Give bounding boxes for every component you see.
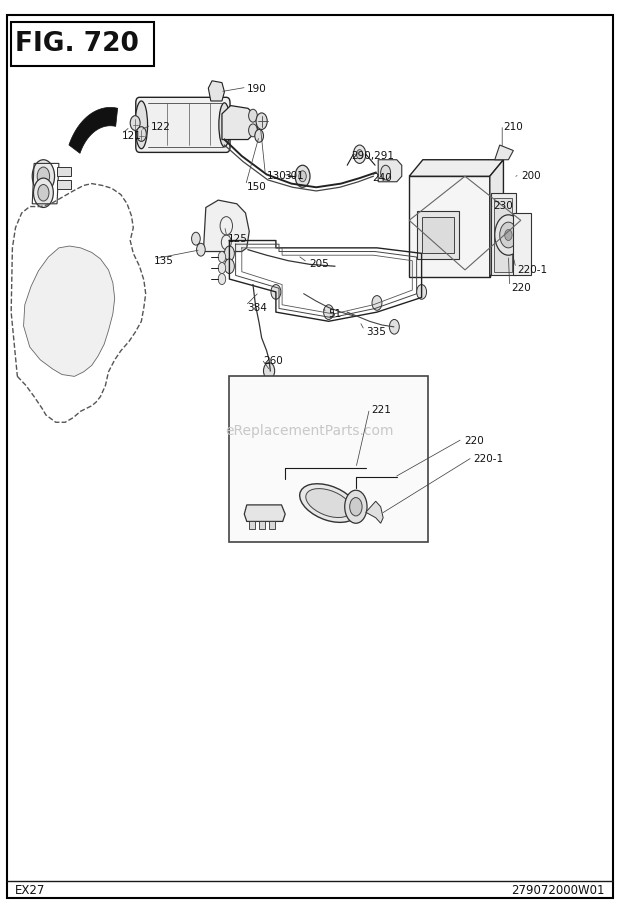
Text: EX27: EX27: [15, 884, 45, 897]
Circle shape: [353, 145, 366, 163]
Circle shape: [345, 490, 367, 523]
Polygon shape: [222, 106, 257, 140]
Bar: [57, 180, 71, 189]
Text: 301: 301: [284, 172, 304, 181]
Bar: [409, 176, 490, 277]
Circle shape: [249, 124, 257, 137]
Bar: [259, 521, 265, 529]
Bar: [57, 167, 71, 176]
Circle shape: [295, 165, 310, 187]
Polygon shape: [495, 145, 513, 160]
Ellipse shape: [306, 488, 352, 518]
Text: 210: 210: [503, 122, 523, 131]
Ellipse shape: [299, 484, 358, 522]
Circle shape: [264, 363, 275, 379]
Circle shape: [37, 167, 50, 185]
Circle shape: [381, 165, 391, 180]
Circle shape: [271, 285, 281, 299]
Bar: [269, 521, 275, 529]
Text: 130: 130: [267, 172, 286, 181]
Circle shape: [136, 127, 146, 141]
Circle shape: [197, 243, 205, 256]
Circle shape: [192, 232, 200, 245]
Bar: [249, 521, 255, 529]
Bar: [417, 211, 459, 259]
Circle shape: [417, 285, 427, 299]
Bar: [11, 22, 154, 66]
Polygon shape: [69, 107, 118, 153]
Circle shape: [389, 319, 399, 334]
Circle shape: [224, 259, 234, 274]
Ellipse shape: [219, 103, 230, 147]
Text: 122: 122: [151, 122, 171, 131]
Circle shape: [372, 296, 382, 310]
Circle shape: [224, 246, 234, 261]
Polygon shape: [244, 505, 285, 521]
Bar: [229, 376, 428, 542]
Text: 125: 125: [228, 234, 248, 243]
Text: 221: 221: [371, 406, 391, 415]
Polygon shape: [378, 160, 402, 182]
Text: 335: 335: [366, 328, 386, 337]
Text: FIG. 720: FIG. 720: [15, 31, 139, 57]
Bar: [513, 213, 531, 275]
Circle shape: [38, 185, 49, 201]
Polygon shape: [24, 246, 115, 376]
Polygon shape: [203, 200, 249, 252]
FancyBboxPatch shape: [136, 97, 230, 152]
Bar: [422, 217, 454, 253]
Circle shape: [256, 113, 267, 129]
Circle shape: [218, 263, 226, 274]
Circle shape: [299, 171, 306, 182]
Circle shape: [324, 305, 334, 319]
Text: 121: 121: [122, 131, 141, 140]
Polygon shape: [490, 160, 503, 277]
Circle shape: [495, 215, 522, 255]
Circle shape: [500, 222, 517, 248]
Bar: [494, 198, 512, 272]
Text: 220-1: 220-1: [474, 454, 504, 464]
Text: 51: 51: [329, 309, 342, 319]
Circle shape: [218, 274, 226, 285]
Text: 220-1: 220-1: [517, 265, 547, 274]
Circle shape: [356, 150, 363, 159]
Text: 135: 135: [154, 256, 174, 265]
Circle shape: [255, 129, 264, 142]
Text: 220: 220: [464, 436, 484, 445]
Polygon shape: [366, 501, 383, 523]
Circle shape: [33, 178, 53, 207]
Circle shape: [249, 109, 257, 122]
Text: 384: 384: [247, 303, 267, 312]
Text: eReplacementParts.com: eReplacementParts.com: [226, 424, 394, 439]
Text: 230: 230: [494, 201, 513, 210]
Text: 290,291: 290,291: [351, 151, 394, 161]
Text: 220: 220: [511, 284, 531, 293]
Polygon shape: [409, 160, 503, 176]
Circle shape: [505, 230, 512, 241]
Text: 190: 190: [247, 84, 267, 94]
Text: 240: 240: [372, 174, 392, 183]
Circle shape: [218, 252, 226, 263]
Polygon shape: [208, 81, 224, 101]
Text: 279072000W01: 279072000W01: [512, 884, 605, 897]
Text: 260: 260: [263, 356, 283, 365]
Circle shape: [32, 160, 55, 193]
Text: 150: 150: [247, 183, 267, 192]
Text: 200: 200: [521, 172, 541, 181]
Bar: [491, 193, 516, 275]
Circle shape: [350, 498, 362, 516]
Circle shape: [130, 116, 140, 130]
Text: 205: 205: [309, 260, 329, 269]
Ellipse shape: [135, 101, 148, 149]
